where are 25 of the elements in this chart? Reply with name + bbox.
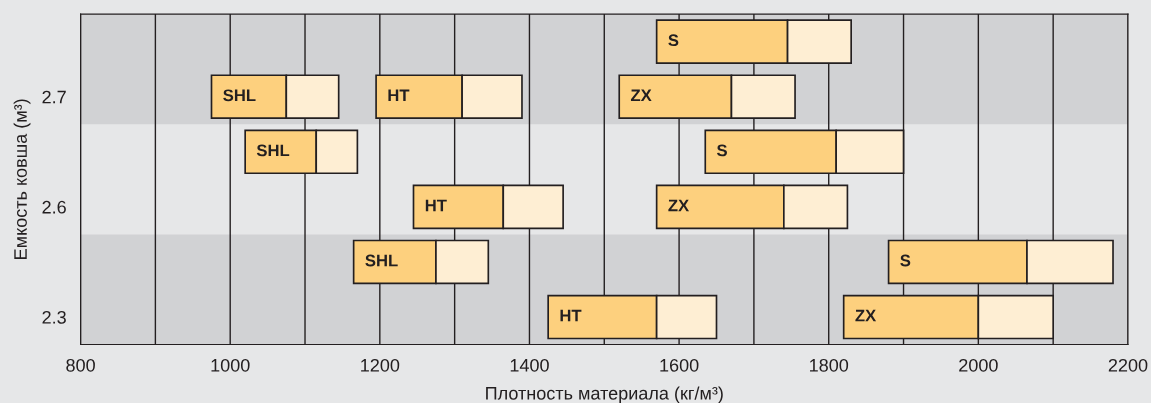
y-tick-label: 2.7: [42, 90, 66, 104]
data-label: ZX: [855, 309, 877, 322]
data-label: S: [716, 144, 727, 157]
y-axis-title: Емкость ковша (м³): [13, 99, 31, 259]
x-tick-label: 1200: [361, 358, 400, 372]
x-tick-label: 1400: [510, 358, 549, 372]
data-label: S: [668, 34, 679, 47]
x-tick-label: 1800: [810, 358, 849, 372]
data-label: HT: [388, 89, 410, 102]
data-label: SHL: [223, 89, 256, 102]
y-tick-label: 2.6: [42, 200, 66, 214]
data-label: SHL: [256, 144, 290, 157]
data-label: HT: [425, 199, 447, 212]
y-tick-label: 2.3: [42, 310, 66, 324]
x-tick-label: 1600: [660, 358, 699, 372]
data-label: ZX: [630, 89, 652, 102]
data-label: HT: [560, 309, 582, 322]
x-tick-label: 2200: [1108, 358, 1148, 372]
x-tick-label: 800: [66, 358, 95, 372]
data-label: ZX: [668, 199, 690, 212]
x-tick-label: 1000: [211, 358, 250, 372]
x-tick-label: 2000: [959, 358, 998, 372]
data-label: S: [900, 254, 911, 267]
data-label: SHL: [365, 254, 398, 267]
x-axis-title: Плотность материала (кг/м³): [486, 386, 723, 403]
